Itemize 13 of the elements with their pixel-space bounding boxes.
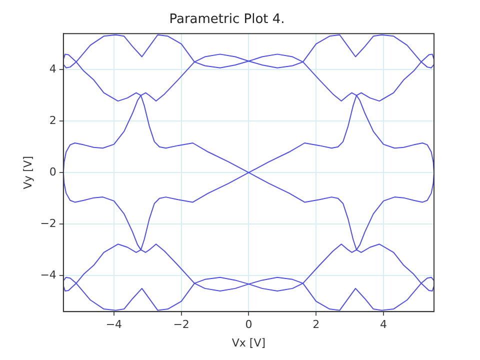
chart-title: Parametric Plot 4. [169, 12, 285, 28]
x-tick-label: 2 [312, 318, 320, 332]
y-tick-label: −4 [40, 268, 56, 282]
y-axis-title: Vy [V] [21, 156, 34, 190]
x-tick-label: −2 [173, 318, 190, 332]
x-tick-label: 0 [245, 318, 252, 332]
y-tick-label: 2 [49, 114, 56, 127]
x-tick-label: 4 [380, 318, 387, 332]
x-axis-title: Vx [V] [232, 336, 266, 350]
x-tick-label: −4 [106, 318, 122, 332]
y-tick-label: 0 [49, 165, 56, 178]
y-tick-label: 4 [49, 62, 56, 76]
y-tick-label: −2 [40, 216, 56, 230]
